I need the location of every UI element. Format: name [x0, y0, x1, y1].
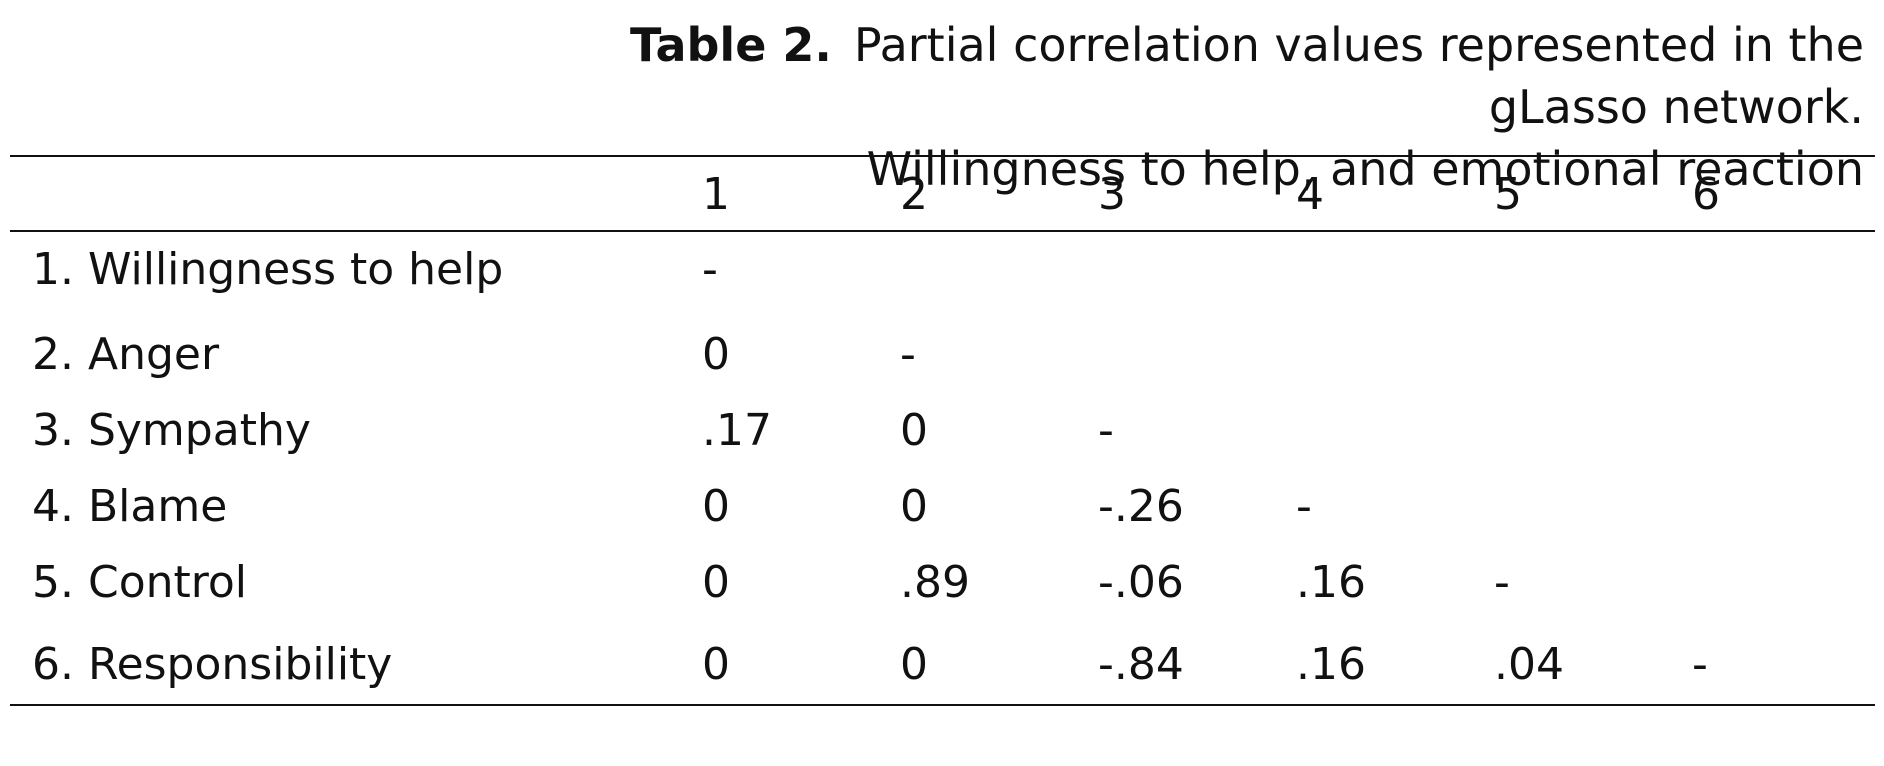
caption-label: Table 2. [630, 18, 832, 72]
row-label: 5. Control [32, 557, 248, 608]
row-label: 6. Responsibility [32, 639, 393, 690]
column-header-6: 6 [1692, 169, 1720, 220]
table-cell: .89 [900, 557, 970, 608]
table-header-rule [10, 230, 1875, 232]
table-cell: - [1098, 405, 1114, 456]
table-cell: .17 [702, 405, 772, 456]
table-cell: 0 [900, 405, 928, 456]
table-cell: - [1494, 557, 1510, 608]
table-cell: 0 [702, 557, 730, 608]
table-cell: 0 [702, 481, 730, 532]
table-header-row: 1 2 3 4 5 6 [0, 165, 1884, 225]
table-cell: - [900, 329, 916, 380]
table-cell: 0 [900, 639, 928, 690]
column-header-2: 2 [900, 169, 928, 220]
table-cell: 0 [702, 329, 730, 380]
column-header-4: 4 [1296, 169, 1324, 220]
table-row: 1. Willingness to help - [0, 240, 1884, 300]
column-header-5: 5 [1494, 169, 1522, 220]
table-caption: Table 2. Partial correlation values repre… [464, 14, 1864, 200]
table-cell: - [1692, 639, 1708, 690]
caption-line-1: Table 2. Partial correlation values repre… [464, 14, 1864, 138]
row-label: 1. Willingness to help [32, 244, 504, 295]
column-header-3: 3 [1098, 169, 1126, 220]
caption-line-2: Willingness to help, and emotional react… [866, 142, 1864, 196]
caption-title: Partial correlation values represented i… [853, 18, 1864, 134]
table-cell: -.06 [1098, 557, 1184, 608]
row-label: 3. Sympathy [32, 405, 311, 456]
table-cell: .16 [1296, 557, 1366, 608]
table-cell: -.26 [1098, 481, 1184, 532]
table-cell: -.84 [1098, 639, 1184, 690]
table-row: 6. Responsibility 0 0 -.84 .16 .04 - [0, 635, 1884, 695]
table-row: 4. Blame 0 0 -.26 - [0, 477, 1884, 537]
table-row: 2. Anger 0 - [0, 325, 1884, 385]
table-row: 5. Control 0 .89 -.06 .16 - [0, 553, 1884, 613]
table-cell: .04 [1494, 639, 1564, 690]
row-label: 2. Anger [32, 329, 220, 380]
row-label: 4. Blame [32, 481, 228, 532]
table-row: 3. Sympathy .17 0 - [0, 401, 1884, 461]
table-cell: .16 [1296, 639, 1366, 690]
table-cell: 0 [702, 639, 730, 690]
table-top-rule [10, 155, 1875, 157]
table-cell: - [1296, 481, 1312, 532]
table-cell: - [702, 244, 718, 295]
column-header-1: 1 [702, 169, 730, 220]
table-cell: 0 [900, 481, 928, 532]
table-bottom-rule [10, 704, 1875, 706]
